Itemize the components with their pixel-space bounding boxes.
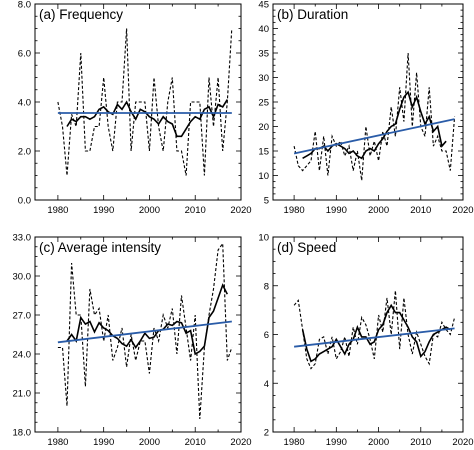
panel-average-intensity: 18.0 21.0 24.0 27.0 30.0 33.0 1980 1990 2000 2010…: [13, 233, 252, 449]
y-tick-label: 5: [264, 196, 269, 207]
y-tick-label: 10: [258, 233, 269, 244]
y-tick-label: 15: [258, 147, 269, 158]
x-tick-label: 2000: [368, 205, 389, 216]
y-tick-label: 8: [264, 281, 269, 292]
y-tick-label: 6.0: [18, 49, 31, 60]
y-tick-label: 27.0: [13, 311, 32, 322]
panel-title: (c) Average intensity: [39, 240, 161, 255]
running-mean-line: [66, 283, 229, 356]
x-tick-label: 1990: [93, 437, 114, 448]
x-tick-label: 2020: [230, 205, 251, 216]
y-tick-label: 4.0: [18, 98, 31, 109]
x-tick-label: 1990: [326, 437, 347, 448]
panel-title: (a) Frequency: [39, 7, 123, 22]
plot-frame: [34, 3, 242, 201]
panel-frequency: 0.0 2.0 4.0 6.0 8.0 1980 1990 2000 2010 2020 (a) F…: [18, 0, 252, 216]
y-tick-label: 2.0: [18, 147, 31, 158]
y-tick-label: 30.0: [13, 272, 32, 283]
y-tick-label: 25: [258, 98, 269, 109]
x-tick-label: 2010: [185, 437, 206, 448]
panel-title: (b) Duration: [277, 7, 348, 22]
x-tick-label: 2010: [185, 205, 206, 216]
x-tick-label: 2000: [139, 437, 160, 448]
y-tick-label: 8.0: [18, 0, 31, 11]
x-tick-label: 2000: [368, 437, 389, 448]
trend-line: [57, 320, 232, 344]
trend-line: [294, 327, 455, 348]
y-tick-label: 0.0: [18, 196, 31, 207]
y-tick-label: 2: [264, 428, 269, 439]
y-tick-label: 45: [258, 0, 269, 11]
plot-frame: [34, 236, 242, 433]
running-mean-line: [301, 303, 451, 363]
x-tick-label: 2020: [230, 437, 251, 448]
y-tick-label: 35: [258, 49, 269, 60]
plot-frame: [272, 3, 464, 201]
panel-duration: 5 10 15 20 25 30 35 40 45 1980 1990 2000 2010 2020 (b)…: [258, 0, 473, 216]
trend-line: [293, 118, 455, 155]
y-tick-label: 18.0: [13, 428, 32, 439]
x-tick-label: 2020: [452, 437, 473, 448]
y-tick-label: 24.0: [13, 350, 32, 361]
annual-series-line: [57, 28, 233, 176]
y-tick-label: 40: [258, 24, 269, 35]
annual-series-line: [293, 52, 456, 181]
x-tick-label: 1980: [284, 205, 305, 216]
y-tick-label: 33.0: [13, 233, 32, 244]
y-tick-label: 30: [258, 73, 269, 84]
x-tick-label: 2020: [452, 205, 473, 216]
x-tick-label: 1990: [93, 205, 114, 216]
x-tick-label: 2010: [410, 205, 431, 216]
x-tick-label: 1980: [47, 437, 68, 448]
y-tick-label: 21.0: [13, 389, 32, 400]
y-tick-label: 4: [264, 379, 269, 390]
annual-series-line: [293, 290, 456, 370]
y-tick-label: 6: [264, 330, 269, 341]
x-tick-label: 2010: [410, 437, 431, 448]
panel-title: (d) Speed: [277, 240, 336, 255]
running-mean-line: [66, 99, 228, 138]
panel-speed: 2 4 6 8 10 1980 1990 2000 2010 2020 (d) Speed: [258, 233, 473, 449]
x-tick-label: 1990: [326, 205, 347, 216]
y-tick-label: 10: [258, 171, 269, 182]
x-tick-label: 1980: [284, 437, 305, 448]
x-tick-label: 1980: [47, 205, 68, 216]
x-tick-label: 2000: [139, 205, 160, 216]
annual-series-line: [57, 241, 233, 420]
running-mean-line: [302, 90, 447, 160]
y-tick-label: 20: [258, 122, 269, 133]
